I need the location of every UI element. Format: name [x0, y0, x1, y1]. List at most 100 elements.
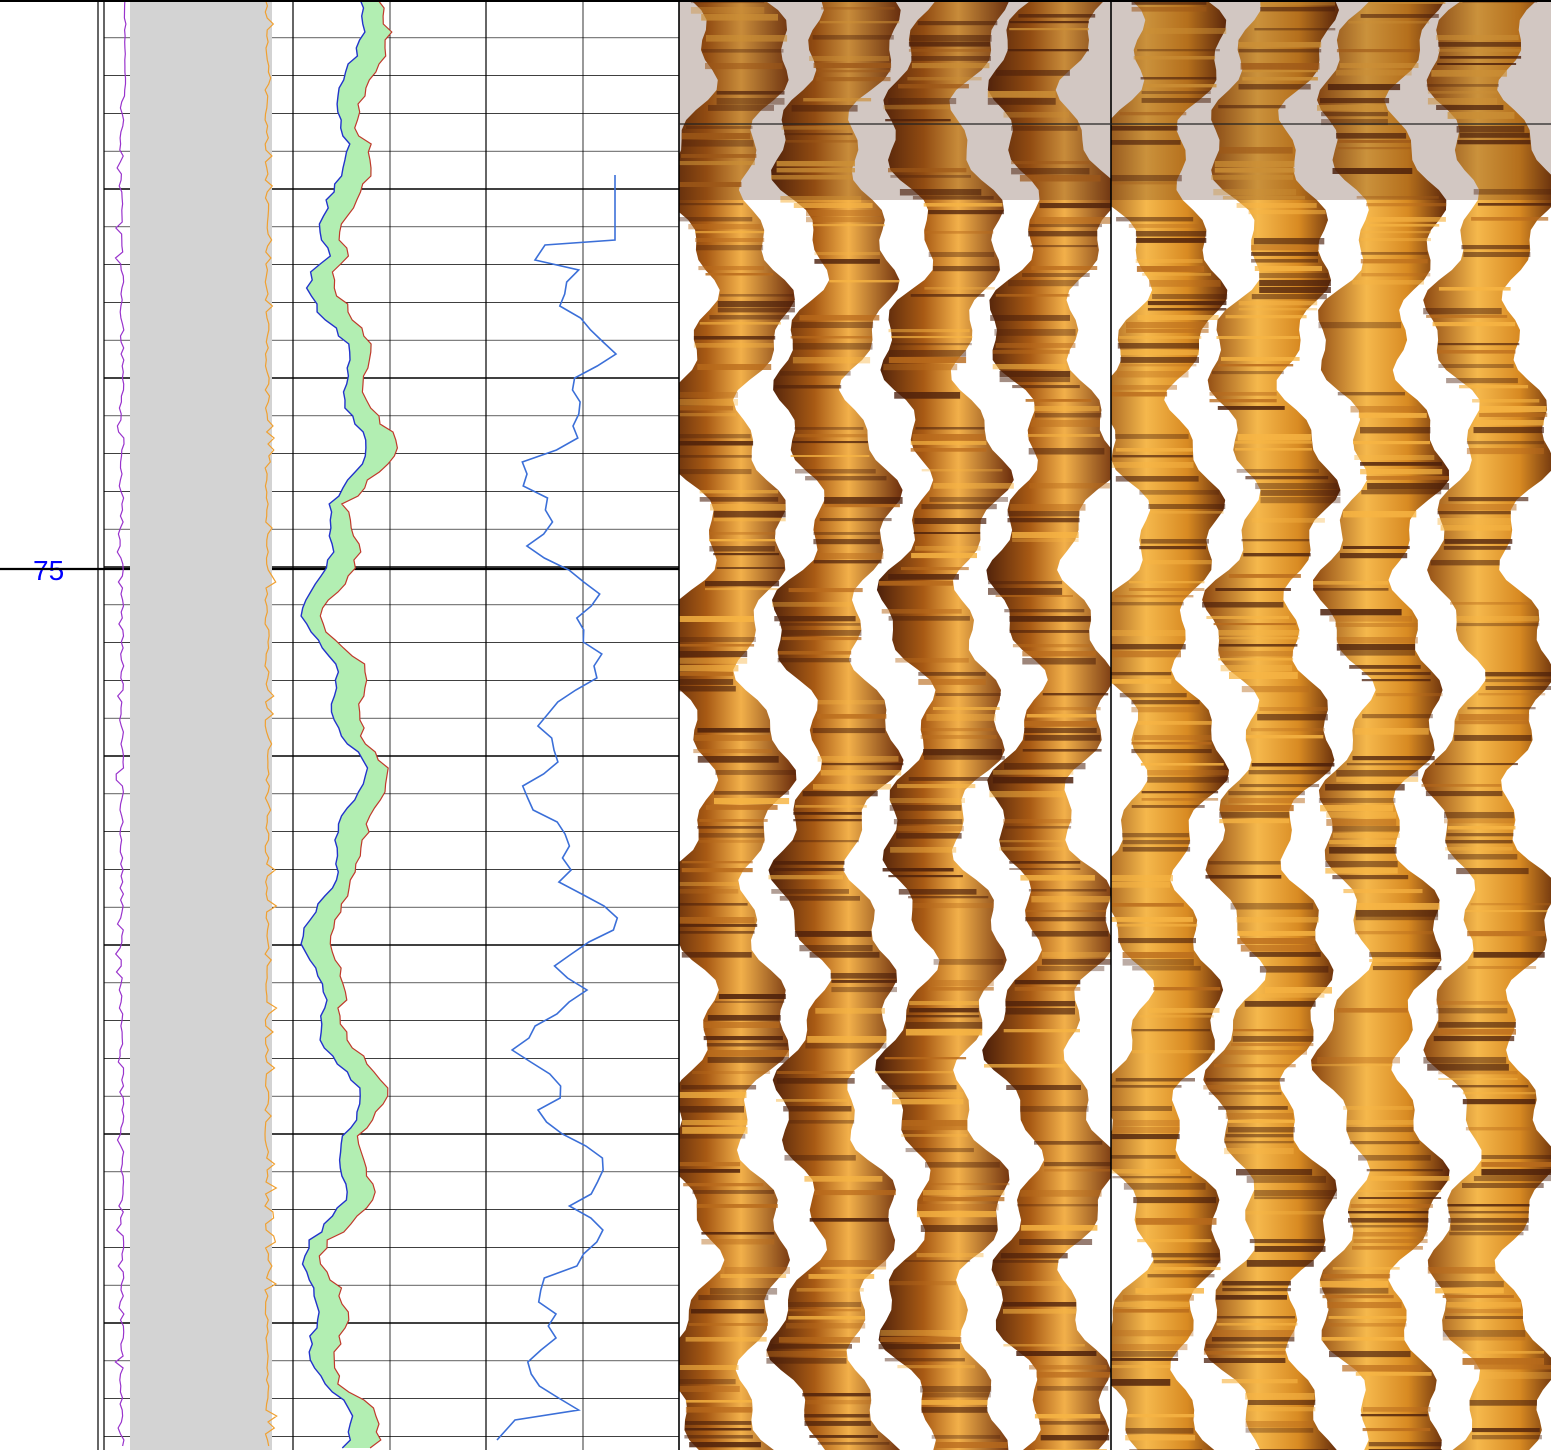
image-streak [1438, 364, 1514, 368]
image-streak [999, 847, 1066, 851]
image-streak [901, 1127, 968, 1131]
image-streak [923, 749, 1002, 756]
image-streak [1450, 1225, 1529, 1231]
image-streak [1031, 420, 1100, 427]
image-streak [1319, 1281, 1389, 1288]
image-streak [897, 826, 964, 832]
image-streak [1122, 959, 1194, 966]
image-streak [806, 217, 882, 223]
image-streak [693, 336, 776, 340]
image-streak [915, 427, 985, 430]
image-streak [780, 371, 851, 376]
image-streak [1355, 1372, 1432, 1376]
image-streak [773, 385, 842, 389]
image-streak [923, 1190, 1005, 1196]
image-streak [1368, 1442, 1442, 1447]
image-streak [1444, 539, 1513, 544]
image-streak [1311, 1064, 1393, 1067]
image-streak [1131, 0, 1207, 5]
image-streak [1141, 98, 1211, 103]
caliper-track [0, 0, 293, 1450]
image-streak [1004, 826, 1072, 829]
image-streak [911, 56, 991, 61]
image-streak [1259, 287, 1331, 293]
image-streak [1214, 161, 1295, 168]
depth-track: 75 [33, 555, 64, 586]
image-streak [1436, 1008, 1508, 1014]
image-streak [768, 875, 843, 880]
image-streak [1014, 980, 1081, 985]
image-streak [1360, 469, 1443, 475]
image-streak [1031, 931, 1109, 937]
image-streak [1228, 574, 1301, 578]
image-streak [1028, 889, 1107, 892]
image-streak [1126, 322, 1209, 329]
image-streak [1122, 952, 1194, 959]
image-streak [679, 217, 753, 222]
image-streak [681, 133, 751, 140]
image-streak [1211, 175, 1294, 180]
image-streak [928, 252, 995, 257]
image-streak [1313, 581, 1389, 585]
image-streak [693, 343, 774, 348]
image-streak [1336, 644, 1416, 651]
image-streak [1111, 385, 1177, 390]
image-streak [1115, 434, 1189, 439]
image-streak [685, 1428, 752, 1431]
image-streak [1474, 1365, 1551, 1370]
image-streak [681, 868, 753, 873]
image-streak [1366, 203, 1447, 207]
image-streak [1224, 1050, 1307, 1055]
image-streak [1132, 966, 1201, 971]
image-streak [679, 616, 754, 622]
image-streak [1111, 175, 1182, 182]
image-streak [1246, 1260, 1314, 1267]
image-streak [1256, 994, 1325, 998]
static-image-bands [679, 0, 1111, 1450]
image-streak [923, 1197, 1005, 1202]
image-streak [1213, 189, 1297, 196]
image-streak [1115, 448, 1193, 452]
image-streak [816, 70, 891, 73]
image-streak [1459, 133, 1530, 138]
image-streak [821, 7, 895, 10]
image-streak [1008, 280, 1079, 287]
image-streak [794, 931, 872, 937]
image-streak [893, 819, 963, 825]
dynamic-image-bands [1111, 0, 1551, 1450]
image-streak [910, 448, 987, 452]
image-streak [1361, 679, 1431, 682]
image-streak [1457, 140, 1531, 145]
image-streak [1438, 42, 1521, 47]
image-streak [1355, 917, 1439, 921]
image-streak [924, 287, 995, 290]
image-streak [812, 728, 886, 734]
image-streak [699, 490, 779, 494]
image-streak [679, 399, 738, 406]
image-streak [713, 511, 786, 518]
image-streak [776, 168, 855, 173]
image-streak [1132, 1050, 1215, 1054]
image-streak [1350, 1204, 1433, 1208]
image-streak [1321, 119, 1388, 126]
image-streak [1004, 609, 1085, 613]
image-streak [1456, 616, 1539, 622]
image-streak [807, 1036, 887, 1043]
image-streak [1019, 1239, 1093, 1245]
image-streak [1259, 966, 1329, 973]
image-streak [1336, 49, 1420, 53]
image-streak [1022, 658, 1096, 665]
image-streak [1459, 385, 1529, 389]
image-streak [682, 1127, 748, 1134]
image-streak [995, 343, 1076, 348]
image-streak [1479, 406, 1547, 413]
image-streak [1034, 1414, 1101, 1419]
image-streak [1342, 546, 1410, 549]
image-streak [1320, 609, 1402, 616]
image-streak [909, 1008, 979, 1013]
image-streak [1247, 1400, 1316, 1405]
image-top-zone [1111, 0, 1551, 200]
image-streak [1117, 343, 1199, 349]
image-streak [1325, 861, 1398, 868]
